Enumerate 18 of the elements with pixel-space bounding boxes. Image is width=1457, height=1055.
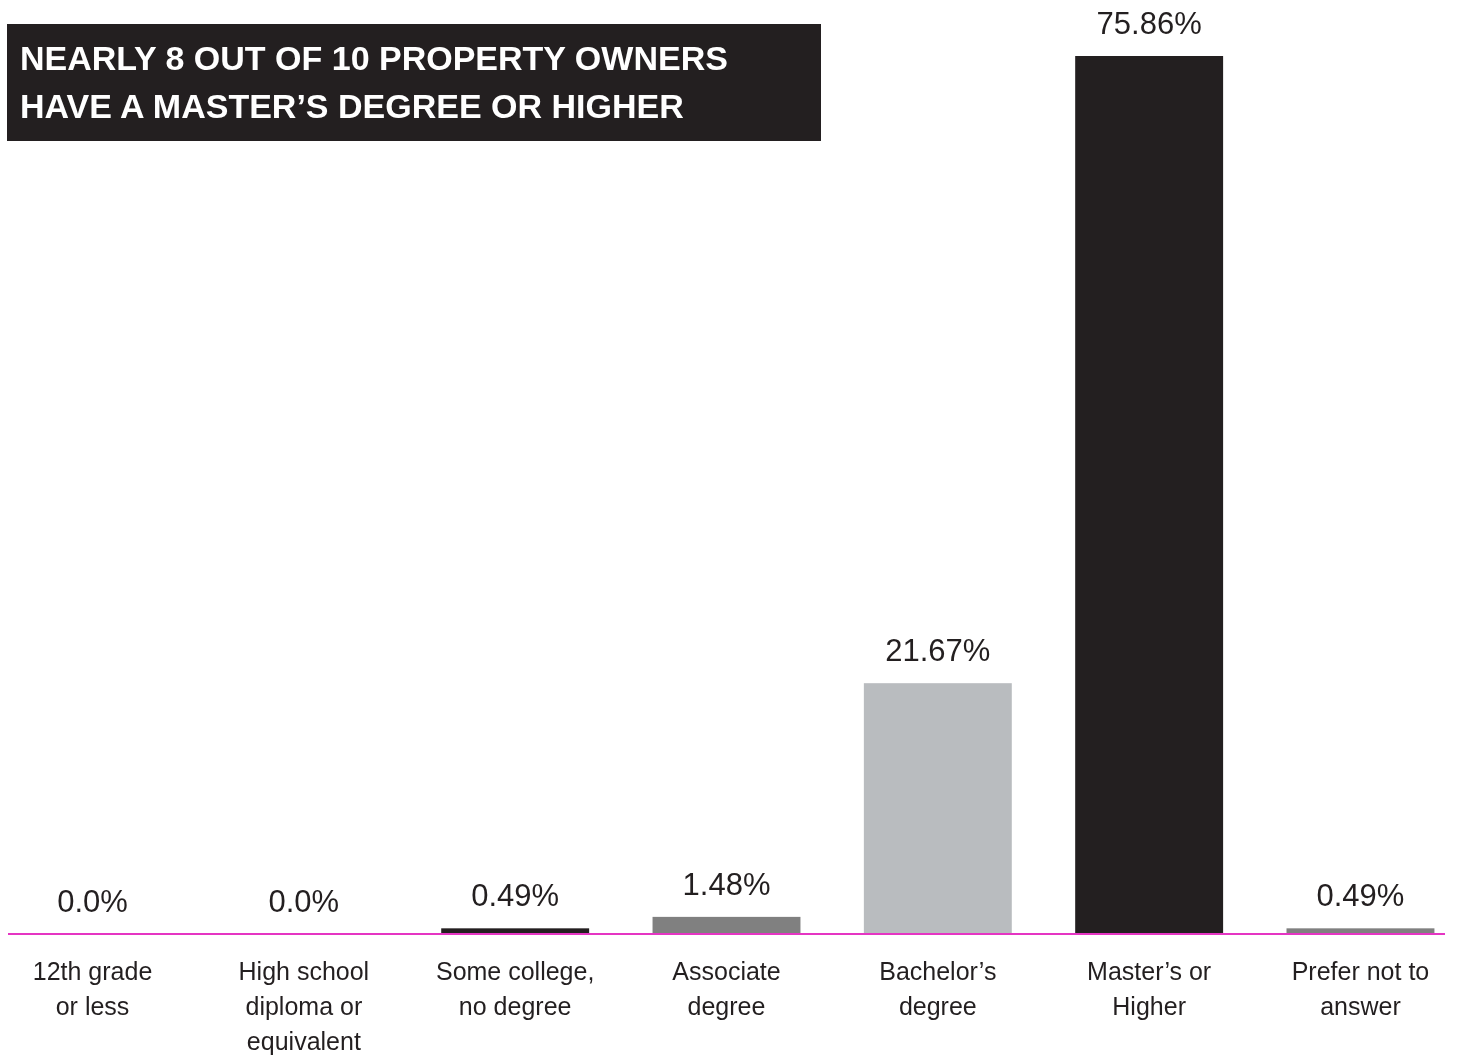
x-tick-label: 12th grade or less [32,957,153,1020]
data-label: 1.48% [682,866,771,902]
x-tick-label: Master’s or Higher [1087,957,1212,1020]
data-label: 0.49% [1316,878,1405,914]
data-label: 21.67% [885,633,991,669]
x-tick-label: High school diploma or equivalent [238,957,370,1055]
data-label: 0.49% [471,878,560,914]
x-tick-label: Associate degree [672,957,781,1020]
x-tick-label: Prefer not to answer [1291,957,1430,1020]
bar [863,683,1012,934]
chart-title: NEARLY 8 OUT OF 10 PROPERTY OWNERS HAVE A MASTER’S DEGREE OR HIGHER [20,39,728,125]
data-label: 75.86% [1096,6,1202,41]
x-tick-label: Bachelor’s degree [879,957,997,1020]
bar [652,916,801,934]
bar [1075,56,1224,934]
x-tick-label: Some college, no degree [435,957,595,1020]
data-label: 0.0% [57,884,128,919]
data-label: 0.0% [268,884,340,919]
